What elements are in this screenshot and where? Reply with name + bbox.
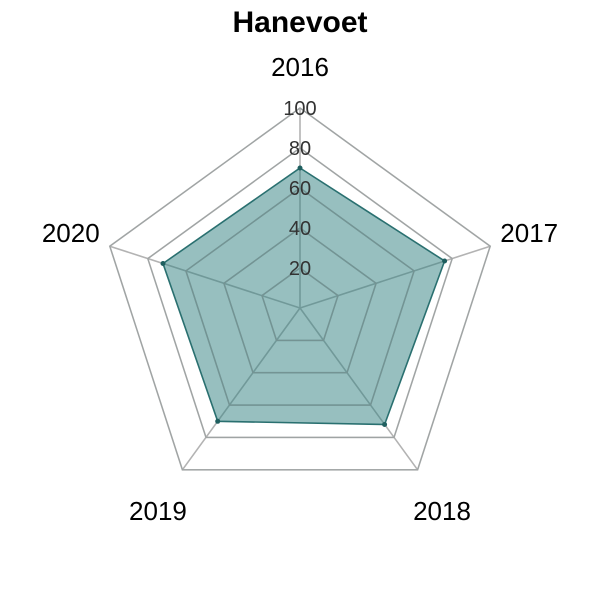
- radial-tick-label-20: 20: [289, 258, 311, 280]
- radial-tick-label-100: 100: [283, 98, 316, 120]
- grid-ring-overlay-40: [223, 227, 377, 374]
- data-point-2020: [160, 261, 166, 266]
- data-point-2018: [382, 422, 388, 427]
- series-area-0: [162, 167, 446, 426]
- radial-tick-label-60: 60: [289, 178, 311, 200]
- category-label-2017: 2017: [500, 218, 558, 248]
- chart-title: Hanevoet: [232, 6, 368, 39]
- grid-ring-overlay-80: [147, 147, 453, 438]
- category-label-2019: 2019: [129, 496, 187, 526]
- category-label-2018: 2018: [413, 496, 471, 526]
- data-point-2019: [215, 418, 221, 424]
- grid-ring-overlay-60: [185, 187, 415, 406]
- grid-ring-overlay-100: [109, 107, 491, 471]
- radial-tick-label-80: 80: [289, 138, 311, 160]
- data-layer: [109, 107, 491, 471]
- radial-tick-label-40: 40: [289, 218, 311, 240]
- grid-ring-overlay-20: [261, 267, 339, 341]
- tick-layer: 20 40 60 80 100: [283, 98, 316, 280]
- category-label-2020: 2020: [42, 218, 100, 248]
- category-label-2016: 2016: [271, 52, 329, 82]
- data-point-2017: [442, 258, 448, 264]
- data-point-2016: [297, 165, 303, 171]
- grid-ring-100: [108, 107, 492, 471]
- label-layer: 2016 2017 2018 2019 2020: [42, 52, 558, 526]
- grid-ring-80: [146, 147, 454, 439]
